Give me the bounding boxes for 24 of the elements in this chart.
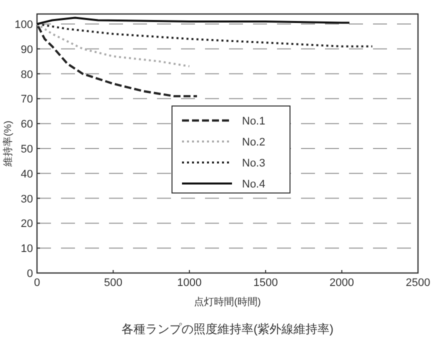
y-tick-label: 90 — [20, 44, 33, 56]
x-tick-label: 1500 — [253, 277, 278, 289]
y-tick-label: 60 — [20, 118, 33, 131]
y-tick-label: 100 — [14, 18, 33, 31]
x-tick-label: 2000 — [330, 277, 354, 289]
y-tick-label: 30 — [20, 193, 33, 206]
y-tick-label: 0 — [26, 268, 33, 280]
y-tick-label: 80 — [20, 68, 33, 81]
legend-label: No.2 — [242, 136, 266, 148]
legend-label: No.3 — [242, 158, 266, 170]
x-axis-title: 点灯時間(時間) — [194, 296, 261, 308]
y-tick-label: 50 — [20, 143, 33, 156]
y-tick-label: 10 — [20, 243, 33, 256]
x-tick-label: 0 — [34, 277, 40, 289]
text: 各種ランプの照度維持率(紫外線維持率) — [122, 322, 334, 336]
legend-label: No.4 — [242, 178, 266, 190]
y-tick-label: 40 — [20, 168, 33, 180]
y-axis-title: 維持率(%) — [2, 120, 14, 168]
x-tick-label: 500 — [104, 277, 122, 289]
legend-label: No.1 — [242, 116, 266, 128]
y-tick-label: 70 — [20, 94, 33, 106]
x-tick-label: 2500 — [406, 277, 430, 289]
y-tick-label: 20 — [20, 218, 33, 230]
x-tick-label: 1000 — [177, 277, 202, 289]
